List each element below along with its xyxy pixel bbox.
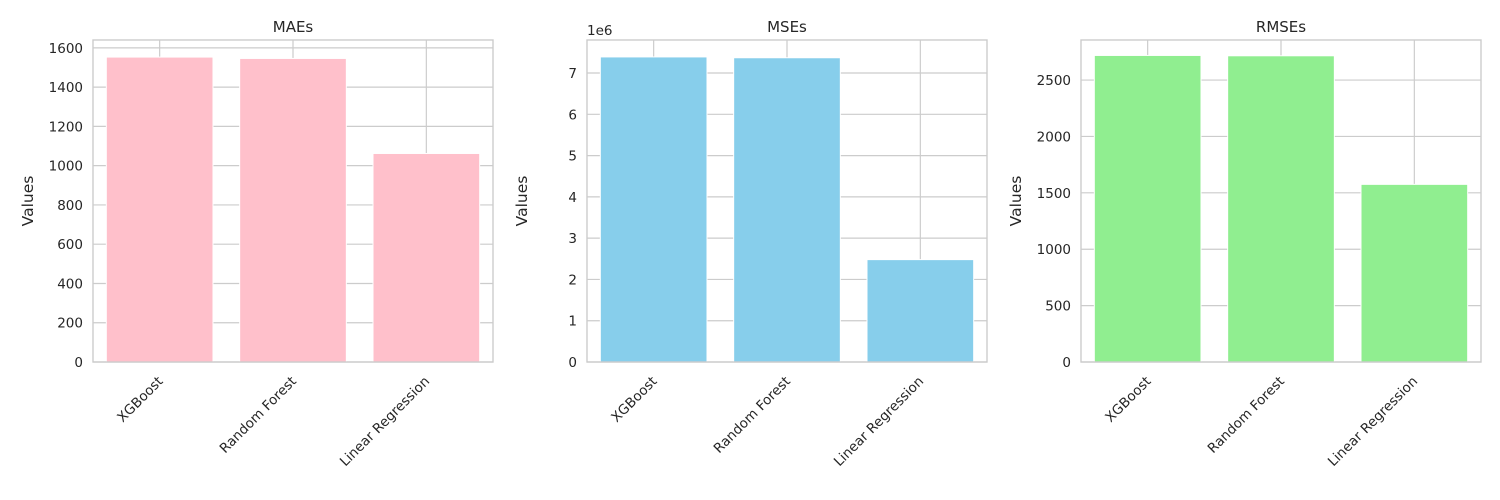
- mse-ytick-label: 5: [568, 149, 577, 165]
- mae-panel: MAEs Values 0 200 400 600 800 1000 1200 1400 160…: [19, 18, 494, 470]
- mse-ytick-label: 7: [568, 66, 577, 82]
- mse-title: MSEs: [767, 18, 807, 36]
- mae-ytick-label: 1000: [49, 159, 83, 175]
- rmse-ytick-label: 0: [1062, 355, 1071, 371]
- rmse-ytick-label: 1000: [1037, 242, 1071, 258]
- rmse-bar: [1360, 183, 1469, 363]
- rmse-xtick-label: Linear Regression: [1325, 374, 1421, 470]
- mse-ytick-label: 4: [568, 190, 577, 206]
- mse-xtick-label: Random Forest: [711, 374, 794, 457]
- mse-bar: [733, 57, 841, 363]
- mse-axes-frame: [586, 39, 988, 363]
- mse-bar: [866, 259, 975, 363]
- mae-ytick-label: 400: [57, 276, 83, 292]
- rmse-ylabel: Values: [1007, 176, 1025, 227]
- rmse-ytick-label: 2000: [1037, 129, 1071, 145]
- mae-axes-frame: [92, 39, 494, 363]
- mae-ytick-label: 200: [57, 316, 83, 332]
- rmse-title: RMSEs: [1256, 18, 1306, 36]
- mse-ytick-label: 6: [568, 107, 577, 123]
- mae-xtick-label: Linear Regression: [337, 374, 433, 470]
- mae-bar: [105, 56, 214, 363]
- mae-ytick-label: 800: [57, 198, 83, 214]
- rmse-ytick-label: 500: [1045, 299, 1071, 315]
- mse-offset-text: 1e6: [587, 23, 612, 39]
- mse-xtick-label: Linear Regression: [831, 374, 927, 470]
- mae-ytick-label: 1600: [49, 41, 83, 57]
- mae-ytick-label: 600: [57, 237, 83, 253]
- mse-ytick-label: 3: [568, 231, 577, 247]
- mae-ylabel: Values: [19, 176, 37, 227]
- mse-bar: [599, 56, 708, 363]
- rmse-xtick-label: XGBoost: [1102, 374, 1154, 426]
- mae-bar: [372, 152, 481, 363]
- rmse-panel: RMSEs Values 0 500 1000 1500 2000 2500 XGBoost…: [1007, 18, 1482, 470]
- rmse-xtick-label: Random Forest: [1205, 374, 1288, 457]
- mae-ytick-label: 1200: [49, 119, 83, 135]
- rmse-bar: [1227, 55, 1335, 363]
- mae-bar: [239, 57, 347, 363]
- mse-ytick-label: 2: [568, 272, 577, 288]
- mae-xtick-label: Random Forest: [217, 374, 300, 457]
- mse-xtick-label: XGBoost: [608, 374, 660, 426]
- mae-ytick-label: 1400: [49, 80, 83, 96]
- mae-title: MAEs: [273, 18, 314, 36]
- mse-ytick-label: 1: [568, 314, 577, 330]
- rmse-axes-frame: [1080, 39, 1482, 363]
- mse-panel: MSEs Values 1e6 0 1 2 3 4 5 6 7 XGBoost Random Fo…: [513, 18, 988, 470]
- rmse-ytick-label: 1500: [1037, 186, 1071, 202]
- mae-xtick-label: XGBoost: [114, 374, 166, 426]
- mae-ytick-label: 0: [74, 355, 83, 371]
- mse-ylabel: Values: [513, 176, 531, 227]
- rmse-ytick-label: 2500: [1037, 73, 1071, 89]
- rmse-bar: [1093, 54, 1202, 363]
- mse-ytick-label: 0: [568, 355, 577, 371]
